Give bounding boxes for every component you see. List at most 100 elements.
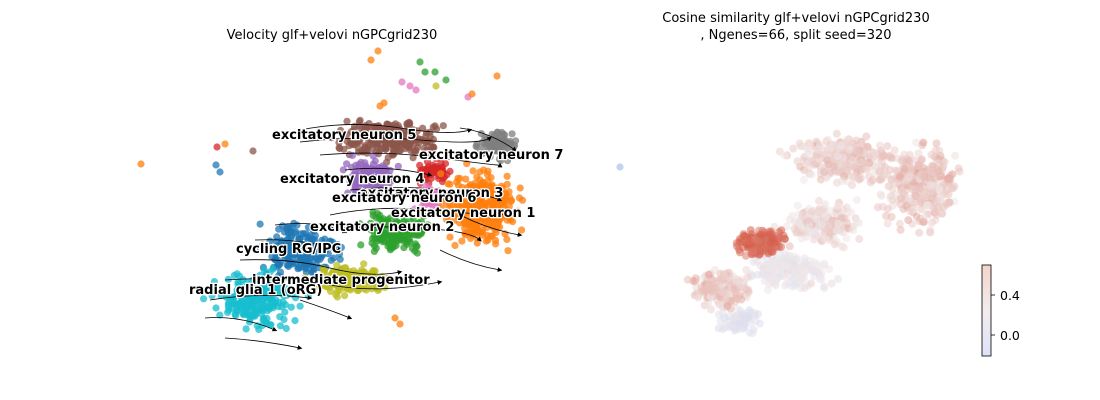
similarity-point: [922, 201, 931, 210]
cluster-point: [503, 180, 511, 188]
cluster-point: [477, 130, 485, 138]
similarity-point: [870, 151, 879, 160]
cluster-point: [452, 197, 460, 205]
cluster-point: [414, 219, 422, 227]
similarity-point: [827, 279, 836, 288]
cluster-point: [405, 118, 413, 126]
cluster-point: [486, 153, 494, 161]
similarity-point: [940, 158, 949, 167]
cluster-point: [418, 203, 426, 211]
cluster-point: [491, 236, 500, 244]
cluster-label: radial glia 1 (oRG): [189, 283, 322, 298]
similarity-point: [823, 156, 832, 165]
outlier-point: [493, 72, 501, 80]
cluster-point: [386, 226, 394, 234]
colorbar-tick-label: 0.0: [1000, 328, 1020, 343]
cluster-point: [267, 299, 275, 307]
cluster-point: [351, 181, 359, 189]
similarity-point: [735, 325, 744, 333]
cluster-point: [487, 174, 495, 182]
outlier-point: [442, 76, 450, 84]
cluster-point: [251, 312, 259, 320]
cluster-point: [346, 177, 354, 185]
cosine-points: [683, 129, 964, 338]
similarity-point: [797, 279, 806, 288]
cluster-point: [477, 182, 485, 190]
similarity-point: [888, 179, 897, 188]
similarity-point: [882, 211, 891, 220]
cluster-point: [400, 140, 408, 148]
cluster-point: [256, 220, 264, 228]
similarity-point: [906, 207, 915, 216]
cluster-point: [377, 146, 385, 154]
cluster-point: [383, 171, 392, 179]
similarity-point: [789, 144, 798, 153]
similarity-point: [838, 177, 847, 185]
similarity-point: [932, 139, 941, 148]
similarity-point: [754, 237, 763, 245]
similarity-point: [856, 158, 865, 167]
cluster-point: [371, 234, 380, 242]
cluster-point: [372, 244, 380, 252]
similarity-point: [761, 261, 770, 270]
cluster-point: [480, 221, 488, 229]
cluster-point: [438, 178, 447, 186]
cluster-point: [240, 301, 248, 309]
cluster-point: [415, 139, 423, 147]
similarity-point: [817, 269, 826, 277]
cluster-point: [488, 181, 496, 189]
similarity-point: [790, 225, 799, 234]
outlier-point: [431, 68, 439, 76]
cluster-point: [343, 117, 351, 125]
cluster-point: [362, 162, 370, 170]
cluster-point: [421, 189, 429, 197]
similarity-point: [821, 213, 830, 222]
similarity-point: [740, 232, 749, 241]
similarity-point: [903, 156, 912, 165]
cluster-point: [373, 222, 381, 230]
similarity-point: [911, 192, 920, 200]
cluster-point: [497, 182, 506, 190]
cluster-point: [500, 199, 508, 207]
cluster-point: [444, 180, 452, 188]
cluster-point: [465, 205, 473, 213]
similarity-point: [763, 286, 772, 295]
similarity-point: [779, 254, 788, 263]
cluster-point: [233, 270, 241, 278]
cluster-point: [296, 302, 304, 310]
cluster-point: [515, 194, 524, 202]
similarity-point: [887, 191, 895, 200]
similarity-point: [777, 226, 786, 235]
similarity-point: [855, 149, 864, 158]
similarity-point: [748, 329, 757, 338]
similarity-point: [694, 293, 703, 302]
cluster-point: [291, 317, 299, 325]
similarity-point: [744, 288, 753, 297]
similarity-point: [780, 151, 789, 160]
cluster-point: [347, 128, 355, 136]
velocity-title: Velocity glf+velovi nGPCgrid230: [227, 28, 438, 43]
cluster-point: [384, 153, 392, 162]
colorbar: 0.4 0.0: [981, 264, 1020, 357]
similarity-point: [887, 153, 896, 162]
outlier-point: [221, 140, 229, 148]
cluster-point: [406, 141, 414, 149]
similarity-point: [937, 195, 946, 204]
cluster-point: [355, 223, 364, 231]
cluster-point: [339, 166, 347, 174]
cluster-point: [368, 239, 376, 247]
cluster-point: [390, 231, 398, 240]
cluster-label: excitatory neuron 1: [391, 206, 535, 221]
similarity-point: [852, 136, 861, 145]
cluster-point: [420, 212, 428, 220]
similarity-point: [833, 152, 842, 161]
cluster-point: [437, 170, 445, 178]
similarity-point: [807, 279, 816, 288]
similarity-point: [742, 266, 751, 274]
cluster-point: [395, 226, 403, 234]
outlier-point: [468, 90, 476, 98]
similarity-point: [927, 150, 936, 159]
cluster-point: [409, 154, 417, 162]
similarity-point: [927, 165, 936, 174]
similarity-point: [733, 294, 742, 303]
